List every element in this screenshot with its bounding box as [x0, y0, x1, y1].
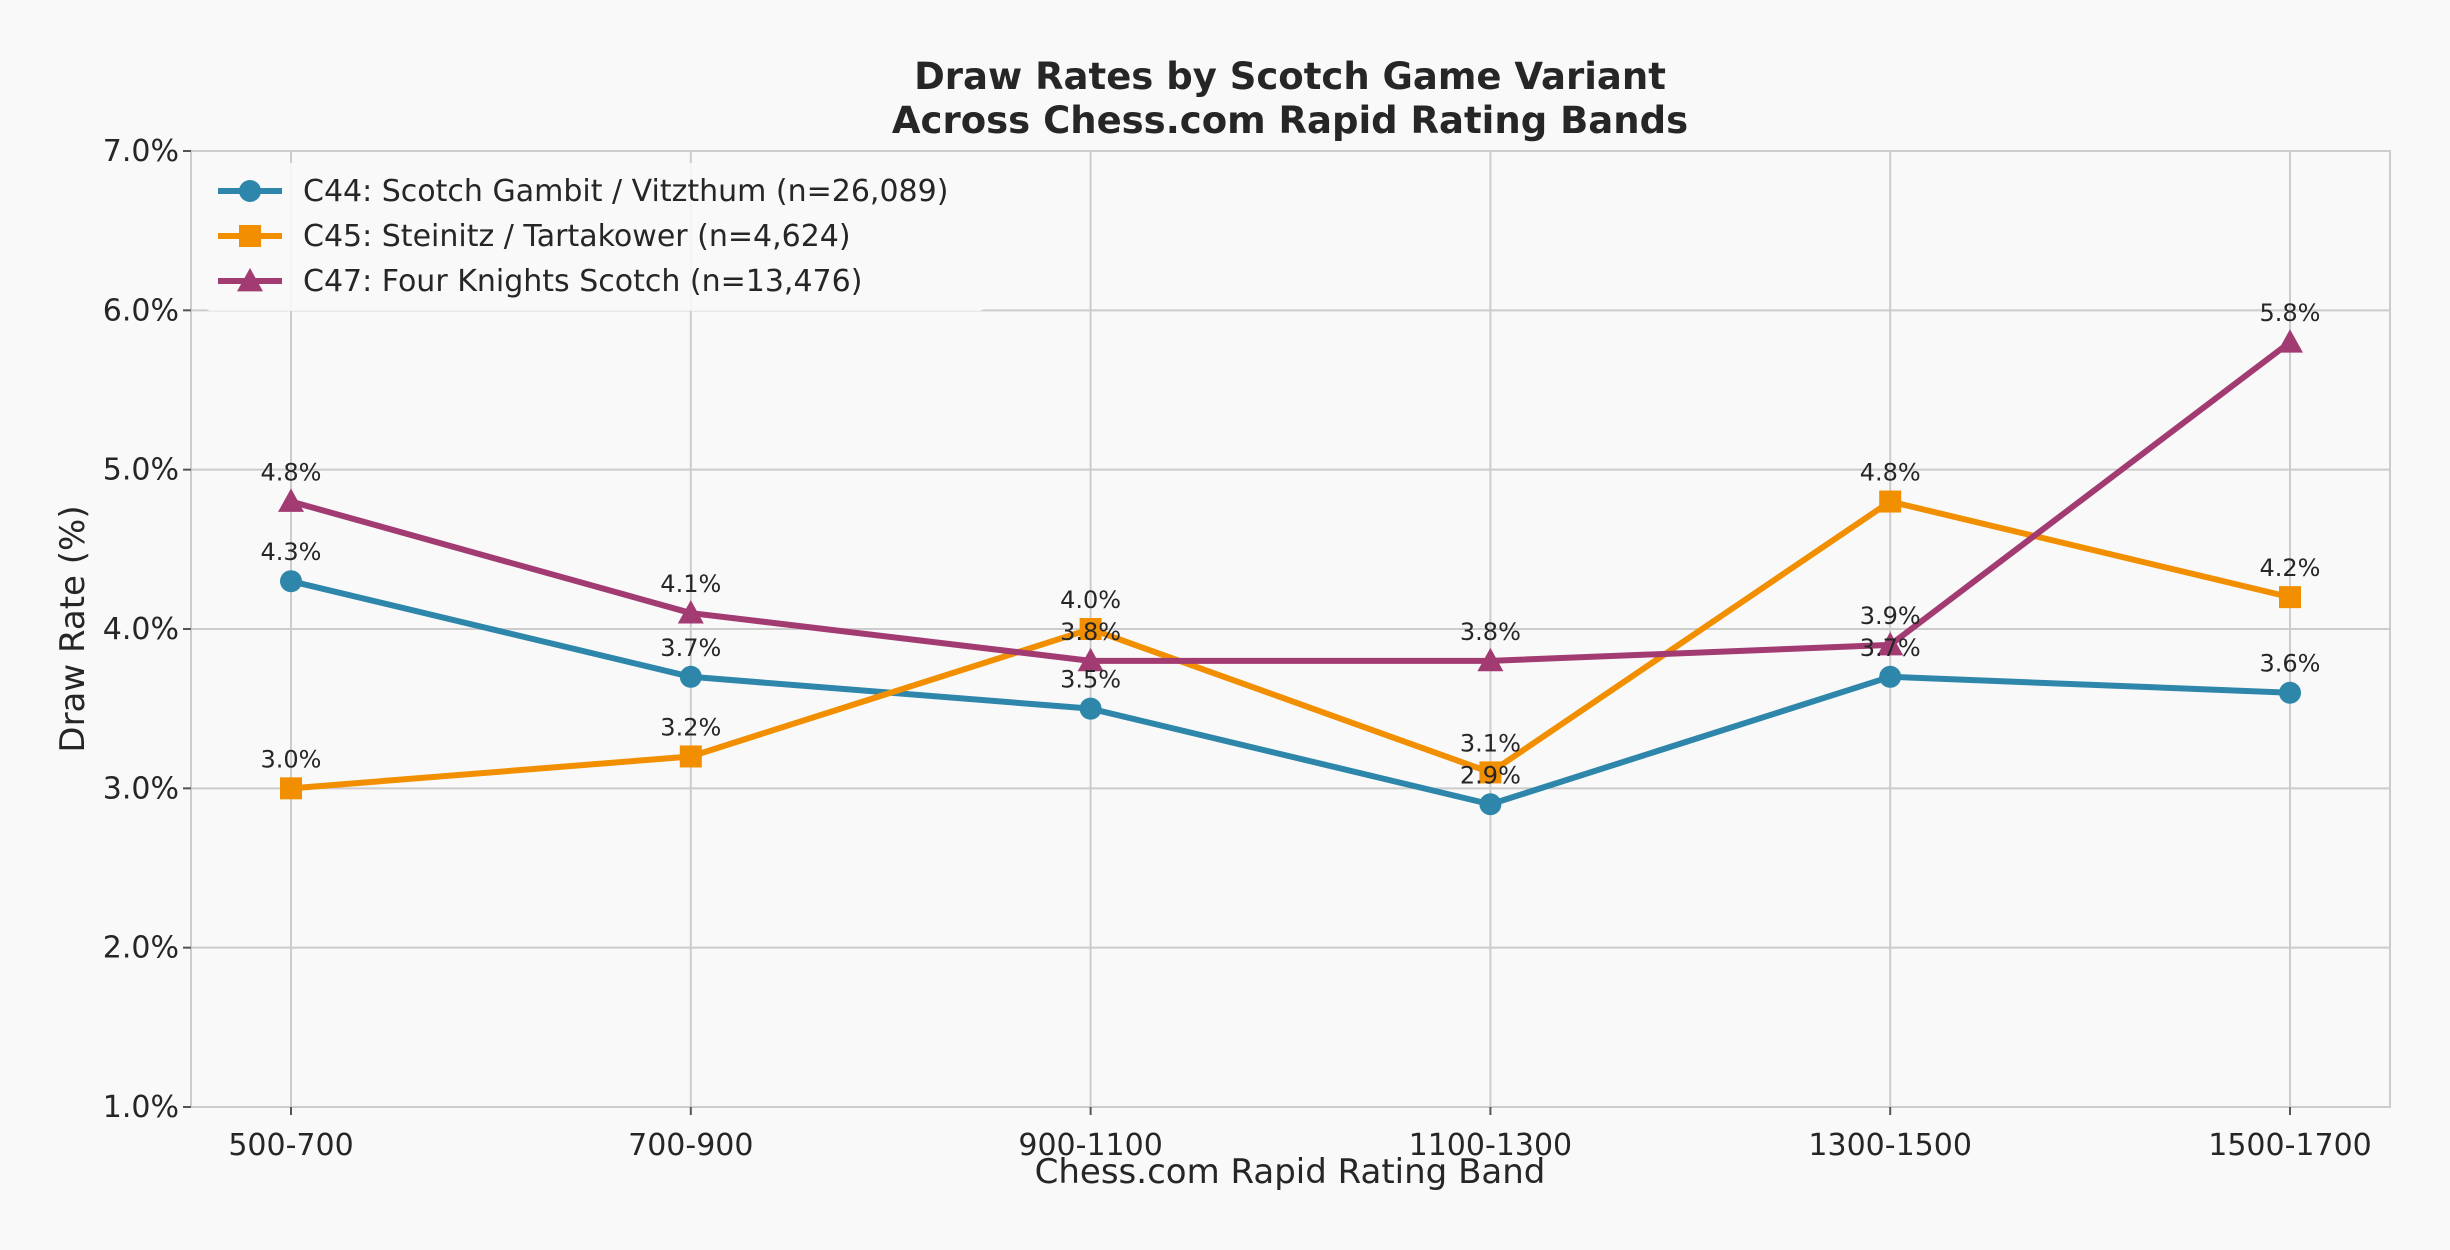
x-axis-ticks: 500-700 700-900 900-1100 1100-1300 1300-1500… — [228, 1107, 2372, 1163]
legend-marker — [239, 225, 261, 247]
y-axis-label: Draw Rate (%) — [53, 505, 93, 752]
y-tick-label: 2.0% — [103, 931, 179, 966]
data-label: 3.9% — [1860, 602, 1921, 630]
data-label: 4.3% — [261, 538, 322, 566]
data-label: 3.1% — [1460, 729, 1521, 757]
data-label: 3.5% — [1060, 666, 1121, 694]
data-label: 4.2% — [2260, 554, 2321, 582]
data-label: 3.0% — [261, 745, 322, 773]
y-tick-label: 6.0% — [103, 293, 179, 328]
legend-box — [205, 163, 985, 311]
legend-items: C44: Scotch Gambit / Vitzthum (n=26,089)… — [218, 174, 948, 299]
legend-label: C45: Steinitz / Tartakower (n=4,624) — [303, 219, 851, 254]
data-point — [280, 777, 302, 800]
data-label: 4.0% — [1060, 586, 1121, 614]
legend-label: C47: Four Knights Scotch (n=13,476) — [303, 264, 862, 299]
data-label: 3.7% — [660, 634, 721, 662]
data-label: 3.6% — [2260, 650, 2321, 678]
data-label: 4.8% — [1860, 459, 1921, 487]
data-point — [1079, 697, 1102, 720]
data-label: 3.7% — [1860, 634, 1921, 662]
y-tick-label: 5.0% — [103, 453, 179, 488]
x-tick-label: 1300-1500 — [1808, 1128, 1972, 1163]
data-label: 2.9% — [1460, 761, 1521, 789]
data-point — [1479, 761, 1502, 784]
data-point — [1877, 631, 1904, 656]
x-axis-label: Chess.com Rapid Rating Band — [1035, 1152, 1546, 1192]
legend-marker — [239, 180, 261, 202]
chart-title-line-1: Draw Rates by Scotch Game Variant — [914, 55, 1666, 98]
x-tick-label: 1500-1700 — [2208, 1128, 2372, 1163]
data-point — [2277, 329, 2303, 353]
data-label: 3.8% — [1460, 618, 1521, 646]
data-point — [280, 570, 302, 593]
x-tick-label: 500-700 — [228, 1128, 353, 1163]
y-tick-label: 3.0% — [103, 771, 179, 806]
data-point — [2279, 681, 2301, 704]
data-point — [1879, 665, 1902, 688]
data-point — [1079, 618, 1102, 640]
y-axis-ticks: 1.0% 2.0% 3.0% 4.0% 5.0% 6.0% 7.0% — [103, 134, 191, 1125]
x-tick-label: 1100-1300 — [1409, 1128, 1573, 1163]
data-point — [1477, 647, 1504, 672]
y-tick-label: 1.0% — [103, 1090, 179, 1125]
x-tick-label: 700-900 — [628, 1128, 753, 1163]
data-point — [1879, 490, 1902, 513]
data-label: 4.8% — [261, 459, 322, 487]
data-point — [679, 745, 702, 768]
data-label: 3.2% — [660, 713, 721, 741]
chart-title-line-2: Across Chess.com Rapid Rating Bands — [892, 99, 1688, 142]
series-line — [288, 498, 2293, 792]
data-labels: 4.3% 3.7% 3.5% 2.9% 3.7% 3.6% 3.0% 3.2% 4.0% 3.1%… — [261, 299, 2321, 789]
legend-marker — [237, 268, 263, 292]
data-point — [1077, 647, 1104, 672]
data-point — [1479, 793, 1502, 816]
y-tick-label: 7.0% — [103, 134, 179, 169]
data-label: 4.1% — [660, 570, 721, 598]
y-tick-label: 4.0% — [103, 612, 179, 647]
data-point — [278, 488, 304, 512]
data-point — [679, 665, 702, 688]
data-label: 5.8% — [2260, 299, 2321, 327]
series-line — [288, 339, 2293, 664]
data-point — [2279, 586, 2301, 609]
data-label: 3.8% — [1060, 618, 1121, 646]
x-tick-label: 900-1100 — [1018, 1128, 1162, 1163]
data-series — [278, 329, 2303, 816]
series-line — [288, 578, 2293, 808]
data-point — [677, 600, 704, 624]
legend-label: C44: Scotch Gambit / Vitzthum (n=26,089) — [303, 174, 948, 209]
legend: C44: Scotch Gambit / Vitzthum (n=26,089)… — [205, 163, 985, 311]
